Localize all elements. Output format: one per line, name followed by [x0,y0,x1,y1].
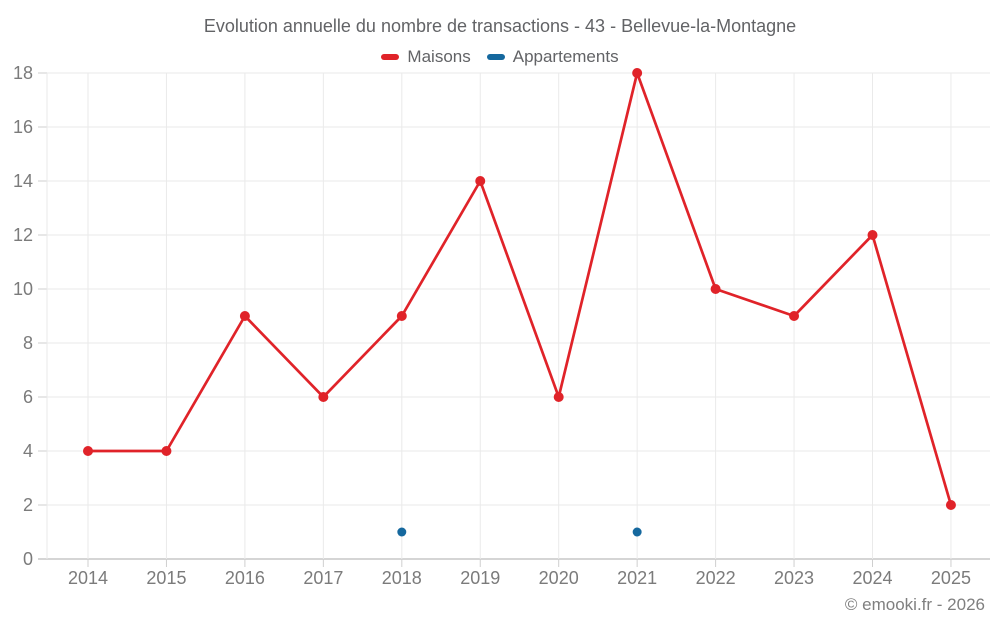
grid [38,72,990,567]
x-tick-label: 2023 [774,568,814,588]
x-tick-label: 2025 [931,568,971,588]
chart-title: Evolution annuelle du nombre de transact… [203,16,797,36]
data-point [867,230,878,240]
y-tick-label: 8 [23,333,33,353]
data-point [475,176,486,186]
data-point [710,284,721,294]
data-point [83,446,93,456]
x-tick-label: 2014 [68,568,108,588]
x-tick-label: 2015 [146,568,186,588]
legend-label-maisons: Maisons [407,47,471,66]
appartements-series-swatch-icon [486,54,505,60]
legend-label-appartements: Appartements [512,47,619,66]
x-tick-label: 2020 [539,568,579,588]
series-line [86,71,953,507]
legend-item-maisons[interactable]: Maisons [381,47,471,67]
data-point [318,392,329,402]
data-point [945,500,956,510]
y-tick-label: 0 [23,549,33,569]
y-tick-label: 12 [13,225,33,245]
x-tick-label: 2024 [852,568,892,588]
y-tick-label: 6 [23,387,33,407]
x-tick-label: 2019 [460,568,500,588]
data-point [396,311,407,321]
data-point [553,392,564,402]
copyright-credit: © emooki.fr - 2026 [844,595,985,614]
x-tick-label: 2022 [696,568,736,588]
y-tick-label: 14 [13,171,33,191]
x-tick-label: 2018 [382,568,422,588]
data-point [161,446,172,456]
data-point [239,311,250,321]
maisons-series [83,68,956,510]
data-point [397,527,407,537]
axis-labels: 0 2 4 6 8 10 12 14 16 18 2014 2015 2016 2017 2018 2019 2… [13,63,971,588]
x-tick-label: 2017 [303,568,343,588]
y-tick-label: 10 [13,279,33,299]
y-tick-label: 2 [23,495,33,515]
data-point [632,527,642,537]
x-tick-label: 2016 [225,568,265,588]
maisons-series-swatch-icon [381,54,400,60]
x-tick-label: 2021 [617,568,657,588]
legend-item-appartements[interactable]: Appartements [486,47,619,67]
y-tick-label: 18 [13,63,33,83]
y-tick-label: 16 [13,117,33,137]
chart-legend: Maisons Appartements [0,47,1000,67]
y-tick-label: 4 [23,441,33,461]
data-point [632,68,643,78]
appartements-series [397,527,642,537]
data-point [789,311,800,321]
